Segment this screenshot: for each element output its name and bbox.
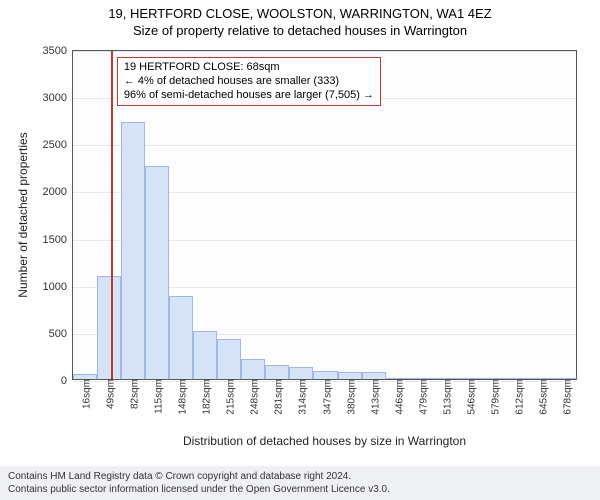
page-subtitle: Size of property relative to detached ho… — [0, 21, 600, 38]
annotation-line: 19 HERTFORD CLOSE: 68sqm — [124, 61, 374, 75]
page-title: 19, HERTFORD CLOSE, WOOLSTON, WARRINGTON… — [0, 0, 600, 21]
grid-line — [73, 145, 576, 146]
x-tick-label: 82sqm — [126, 379, 141, 409]
histogram-bar — [217, 339, 241, 379]
y-tick-label: 3500 — [43, 45, 73, 57]
x-tick-label: 49sqm — [102, 379, 117, 409]
annotation-line: ← 4% of detached houses are smaller (333… — [124, 75, 374, 89]
annotation-box: 19 HERTFORD CLOSE: 68sqm← 4% of detached… — [117, 57, 381, 106]
x-tick-label: 148sqm — [174, 379, 189, 415]
x-tick-label: 612sqm — [510, 379, 525, 415]
x-tick-label: 579sqm — [486, 379, 501, 415]
histogram-bar — [169, 296, 193, 379]
x-tick-label: 678sqm — [558, 379, 573, 415]
x-tick-label: 115sqm — [150, 379, 165, 414]
histogram-bar — [289, 367, 313, 379]
x-tick-label: 380sqm — [342, 379, 357, 415]
annotation-line: 96% of semi-detached houses are larger (… — [124, 89, 374, 103]
x-tick-label: 248sqm — [246, 379, 261, 415]
footer-line-1: Contains HM Land Registry data © Crown c… — [8, 470, 592, 483]
y-tick-label: 1000 — [43, 281, 73, 293]
histogram-bar — [338, 372, 362, 379]
histogram-bar — [313, 371, 337, 379]
x-tick-label: 16sqm — [78, 379, 93, 409]
histogram-bar — [362, 372, 386, 379]
x-tick-label: 446sqm — [390, 379, 405, 415]
property-marker-line — [111, 51, 113, 379]
histogram-bar — [145, 166, 169, 379]
footer-line-2: Contains public sector information licen… — [8, 483, 592, 496]
histogram-bar — [121, 122, 145, 379]
y-tick-label: 2000 — [43, 186, 73, 198]
histogram-bar — [97, 276, 121, 379]
footer-attribution: Contains HM Land Registry data © Crown c… — [0, 466, 600, 500]
x-tick-label: 546sqm — [462, 379, 477, 415]
x-tick-label: 347sqm — [318, 379, 333, 415]
y-tick-label: 500 — [49, 328, 73, 340]
x-tick-label: 215sqm — [222, 379, 237, 415]
x-tick-label: 513sqm — [438, 379, 453, 415]
y-tick-label: 2500 — [43, 139, 73, 151]
y-tick-label: 3000 — [43, 92, 73, 104]
x-tick-label: 281sqm — [270, 379, 285, 415]
x-tick-label: 314sqm — [294, 379, 309, 415]
histogram-bar — [193, 331, 217, 379]
x-tick-label: 182sqm — [198, 379, 213, 415]
x-axis-label: Distribution of detached houses by size … — [72, 434, 577, 448]
histogram-bar — [265, 365, 289, 379]
histogram-plot: 050010001500200025003000350016sqm49sqm82… — [72, 50, 577, 380]
y-axis-label: Number of detached properties — [16, 132, 30, 297]
histogram-bar — [241, 359, 265, 379]
y-tick-label: 0 — [61, 375, 73, 387]
grid-line — [73, 51, 576, 52]
x-tick-label: 645sqm — [534, 379, 549, 415]
x-tick-label: 413sqm — [366, 379, 381, 415]
y-tick-label: 1500 — [43, 234, 73, 246]
x-tick-label: 479sqm — [414, 379, 429, 415]
